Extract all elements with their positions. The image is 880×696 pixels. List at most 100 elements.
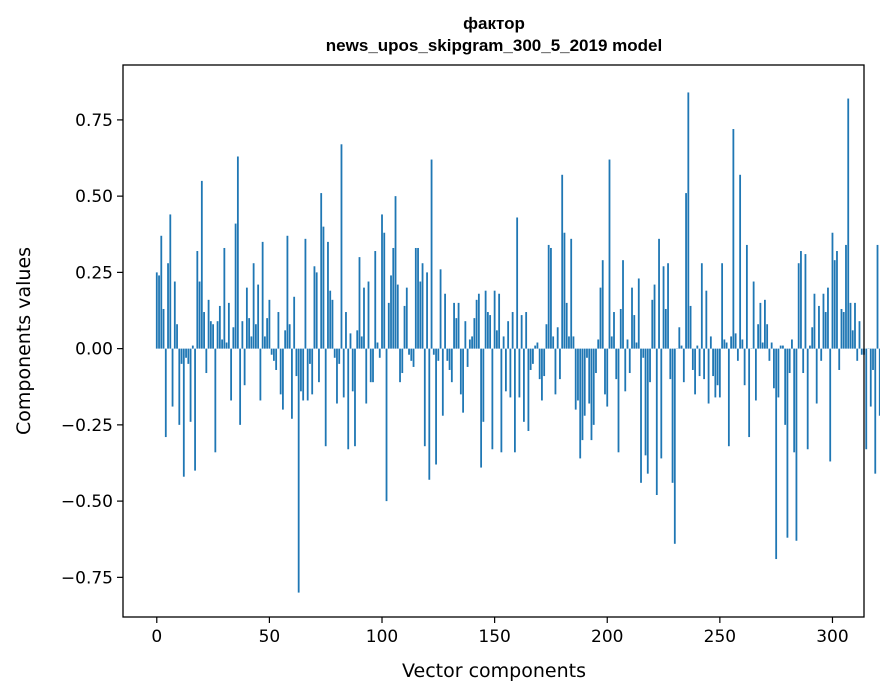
bar [721, 263, 724, 349]
bar [520, 315, 523, 349]
bar [200, 180, 203, 349]
bar [872, 348, 874, 370]
bar [565, 302, 568, 349]
bar [563, 232, 566, 349]
bar [363, 287, 365, 349]
bar [162, 308, 165, 349]
bar [613, 312, 615, 349]
bar [527, 348, 530, 431]
bar [417, 247, 419, 349]
chart-title-line2: news_upos_skipgram_300_5_2019 model [326, 36, 662, 55]
bar [644, 348, 647, 456]
bar [282, 348, 284, 410]
bar [849, 302, 852, 349]
bar [804, 254, 807, 349]
bar [279, 348, 282, 395]
bar [426, 272, 428, 349]
bar [856, 348, 859, 361]
bar [331, 299, 334, 349]
bar [329, 290, 332, 349]
bar [842, 312, 845, 349]
bar [628, 348, 631, 374]
bar [275, 348, 278, 370]
bar [820, 348, 823, 361]
bar [396, 284, 399, 349]
bar [243, 348, 246, 386]
bar [502, 336, 505, 349]
bar [191, 345, 194, 349]
bar [392, 247, 395, 349]
bar [782, 345, 784, 349]
x-tick-label: 250 [704, 627, 736, 647]
bar [511, 312, 514, 349]
bar [604, 348, 606, 395]
bar [878, 348, 880, 416]
bar [770, 342, 773, 349]
x-tick-label: 200 [591, 627, 623, 647]
bar [550, 247, 552, 349]
bar [671, 348, 674, 483]
bar [318, 348, 320, 383]
bar [680, 345, 683, 349]
bar [586, 348, 588, 358]
bar [486, 312, 489, 349]
bar [263, 336, 266, 349]
bar [836, 251, 838, 349]
bar [590, 348, 593, 441]
bar [327, 241, 329, 349]
bar [633, 315, 636, 349]
chart-title-line1: фактор [463, 14, 525, 33]
bar [768, 348, 771, 361]
bar [288, 324, 291, 349]
bar [484, 290, 487, 349]
y-tick-label: 0.50 [75, 187, 113, 207]
bar [536, 342, 539, 349]
bar [631, 287, 633, 349]
bar [788, 348, 791, 374]
bar [410, 348, 413, 361]
bar [471, 336, 473, 349]
bar [221, 339, 223, 349]
bar [450, 348, 453, 383]
bar [865, 348, 868, 450]
bar [277, 312, 280, 349]
bar [791, 339, 793, 349]
bar [752, 281, 755, 349]
bar [259, 348, 262, 401]
bar [414, 247, 417, 349]
bar [649, 348, 651, 383]
bar [477, 293, 480, 349]
bar [261, 241, 264, 349]
bar [160, 235, 163, 349]
bar [845, 244, 847, 349]
bar [374, 251, 377, 349]
bar [734, 333, 737, 349]
bar [304, 238, 307, 349]
bar [198, 281, 201, 349]
bar [225, 342, 228, 349]
bar [622, 260, 624, 349]
bar [745, 244, 748, 349]
bar [349, 333, 352, 349]
bar [403, 305, 406, 349]
bar [381, 214, 383, 349]
bar [662, 266, 665, 349]
bar [655, 348, 658, 496]
bar [347, 348, 350, 450]
bar [764, 299, 766, 349]
bar [194, 348, 196, 471]
bar [714, 348, 717, 398]
bar [412, 348, 415, 367]
bar [606, 348, 609, 407]
bar [239, 348, 242, 425]
bar [806, 348, 809, 450]
bar [444, 293, 446, 349]
bar [700, 263, 703, 349]
bar [583, 348, 586, 416]
bar [838, 348, 841, 370]
bar [372, 348, 374, 383]
bar [541, 348, 543, 401]
bar [273, 348, 275, 361]
bar [725, 342, 728, 349]
